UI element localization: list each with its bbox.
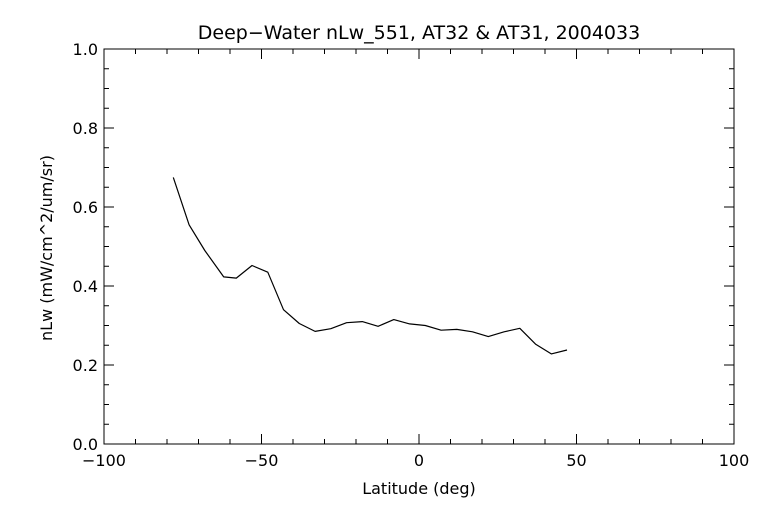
plot-frame [103,48,735,445]
y-tick-label: 0.0 [73,435,98,454]
y-tick-label: 0.2 [73,356,98,375]
y-tick-label: 0.4 [73,277,98,296]
chart-title: Deep−Water nLw_551, AT32 & AT31, 2004033 [198,22,640,44]
x-tick-label: −50 [245,451,279,470]
x-tick-label: 50 [566,451,586,470]
y-tick-label: 1.0 [73,40,98,59]
y-tick-label: 0.6 [73,198,98,217]
x-tick-label: 0 [414,451,424,470]
axes: −100 −50 0 50 100 0.0 0.2 0.4 0.6 0.8 1.0 [73,40,750,470]
y-axis-label: nLw (mW/cm^2/um/sr) [37,155,56,341]
x-tick-label: 100 [719,451,750,470]
y-tick-label: 0.8 [73,119,98,138]
series-line [172,177,568,355]
x-tick-label: −100 [82,451,126,470]
series-layer [172,177,568,355]
x-axis-label: Latitude (deg) [362,479,476,498]
